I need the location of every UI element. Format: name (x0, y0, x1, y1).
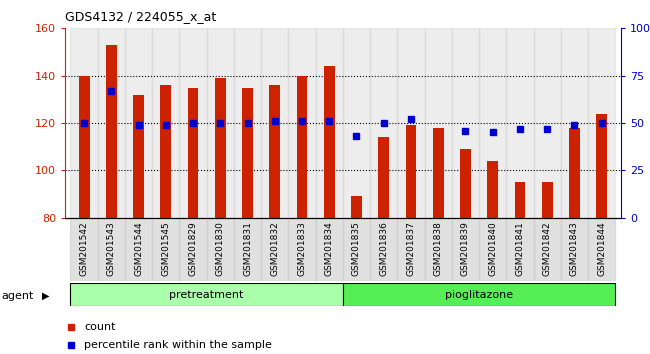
Text: GSM201838: GSM201838 (434, 221, 443, 276)
Bar (561, 218, 588, 281)
Bar (588, 28, 616, 218)
Text: percentile rank within the sample: percentile rank within the sample (84, 340, 272, 350)
Bar (70, 218, 98, 281)
Bar (152, 28, 179, 218)
Text: GSM201843: GSM201843 (570, 221, 579, 276)
Bar (596, 114, 607, 218)
Bar (98, 28, 125, 218)
Bar (397, 28, 424, 218)
Text: GSM201836: GSM201836 (379, 221, 388, 276)
Bar (179, 218, 207, 281)
Text: GSM201834: GSM201834 (325, 221, 333, 276)
Text: pretreatment: pretreatment (170, 290, 244, 300)
Bar (424, 218, 452, 281)
Text: GSM201841: GSM201841 (515, 221, 525, 276)
Bar (242, 87, 253, 218)
Bar (406, 125, 417, 218)
Bar (515, 182, 525, 218)
Text: GDS4132 / 224055_x_at: GDS4132 / 224055_x_at (65, 10, 216, 23)
Bar (289, 28, 316, 218)
Bar (98, 218, 125, 281)
Bar (534, 218, 561, 281)
Text: pioglitazone: pioglitazone (445, 290, 513, 300)
Bar (261, 218, 289, 281)
Bar (296, 76, 307, 218)
Bar (541, 182, 552, 218)
FancyBboxPatch shape (70, 283, 343, 306)
Bar (234, 28, 261, 218)
Text: count: count (84, 322, 116, 332)
Bar (561, 28, 588, 218)
Bar (179, 28, 207, 218)
Bar (161, 85, 171, 218)
FancyBboxPatch shape (343, 283, 616, 306)
Bar (261, 28, 289, 218)
Bar (506, 28, 534, 218)
Bar (125, 218, 152, 281)
Bar (506, 218, 534, 281)
Bar (343, 218, 370, 281)
Bar (106, 45, 117, 218)
Bar (397, 218, 424, 281)
Bar (479, 218, 506, 281)
Bar (569, 128, 580, 218)
Text: GSM201829: GSM201829 (188, 221, 198, 276)
Bar (125, 28, 152, 218)
Text: GSM201831: GSM201831 (243, 221, 252, 276)
Bar (207, 28, 234, 218)
Text: GSM201544: GSM201544 (134, 221, 143, 275)
Bar (289, 218, 316, 281)
Bar (152, 218, 179, 281)
Text: GSM201833: GSM201833 (298, 221, 307, 276)
Text: GSM201837: GSM201837 (406, 221, 415, 276)
Text: agent: agent (1, 291, 34, 301)
Text: GSM201840: GSM201840 (488, 221, 497, 276)
Text: GSM201545: GSM201545 (161, 221, 170, 276)
Bar (370, 218, 397, 281)
Text: GSM201839: GSM201839 (461, 221, 470, 276)
Bar (234, 218, 261, 281)
Bar (479, 28, 506, 218)
Text: GSM201835: GSM201835 (352, 221, 361, 276)
Text: GSM201842: GSM201842 (543, 221, 552, 275)
Bar (370, 28, 397, 218)
Bar (324, 66, 335, 218)
Bar (133, 95, 144, 218)
Bar (351, 196, 362, 218)
Bar (452, 28, 479, 218)
Bar (460, 149, 471, 218)
Bar (188, 87, 198, 218)
Bar (79, 76, 90, 218)
Bar (269, 85, 280, 218)
Bar (70, 28, 98, 218)
Bar (316, 218, 343, 281)
Bar (424, 28, 452, 218)
Bar (588, 218, 616, 281)
Bar (534, 28, 561, 218)
Text: GSM201542: GSM201542 (79, 221, 88, 275)
Text: GSM201844: GSM201844 (597, 221, 606, 275)
Bar (316, 28, 343, 218)
Text: GSM201543: GSM201543 (107, 221, 116, 276)
Bar (433, 128, 444, 218)
Text: GSM201830: GSM201830 (216, 221, 225, 276)
Bar (488, 161, 498, 218)
Bar (215, 78, 226, 218)
Bar (207, 218, 234, 281)
Text: GSM201832: GSM201832 (270, 221, 280, 276)
Bar (343, 28, 370, 218)
Bar (378, 137, 389, 218)
Text: ▶: ▶ (42, 291, 50, 301)
Bar (452, 218, 479, 281)
